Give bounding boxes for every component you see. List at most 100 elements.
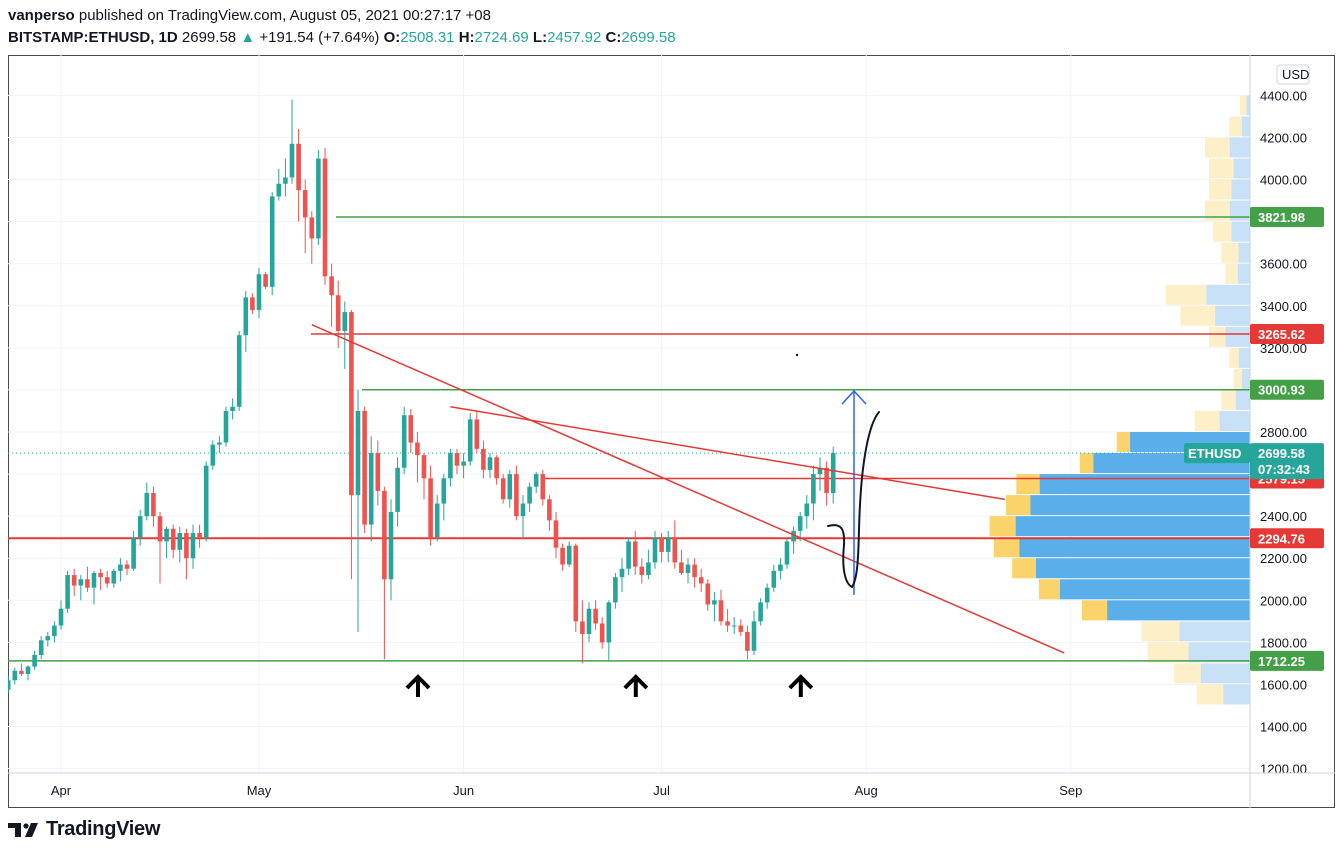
candle — [71, 568, 77, 597]
candle — [764, 583, 770, 609]
candle — [91, 570, 97, 605]
trendline — [450, 406, 1005, 501]
candle-body — [170, 528, 176, 550]
candle-body — [448, 453, 453, 479]
volume-bar-up — [993, 537, 1020, 558]
candle-body — [91, 572, 97, 588]
candle — [230, 398, 235, 420]
candle — [481, 440, 486, 479]
y-tick-label: 1200.00 — [1260, 762, 1307, 777]
candle-body — [388, 511, 394, 580]
volume-bar-down — [1241, 116, 1250, 137]
candle — [104, 570, 110, 588]
candle — [401, 406, 407, 475]
price-chart[interactable]: 4400.004200.004000.003800.003600.003400.… — [8, 55, 1335, 808]
candle-body — [12, 670, 18, 681]
volume-bar-up — [1038, 579, 1060, 600]
candle-body — [236, 335, 242, 407]
candle — [758, 598, 763, 626]
candle-body — [580, 621, 585, 634]
candle-body — [177, 532, 183, 550]
candle-body — [771, 570, 777, 588]
candle — [151, 486, 156, 527]
last-price-text: 2699.58 — [1258, 446, 1305, 461]
candle-body — [401, 415, 407, 468]
y-tick-label: 4000.00 — [1260, 173, 1307, 188]
candle — [223, 406, 229, 447]
volume-bar-down — [1019, 537, 1250, 558]
volume-bar-down — [1179, 621, 1250, 642]
candle — [718, 589, 724, 626]
last-price-tag — [1250, 443, 1324, 480]
candle-body — [599, 623, 605, 643]
candle — [494, 455, 499, 485]
candle — [817, 457, 823, 491]
candle-body — [38, 640, 44, 656]
volume-bar-up — [1006, 495, 1031, 516]
level-price-text: 3000.93 — [1258, 383, 1305, 398]
candle-body — [283, 177, 288, 184]
candle — [276, 169, 282, 201]
candle — [685, 558, 691, 584]
candle — [791, 526, 796, 555]
candle — [672, 520, 678, 569]
time-axis[interactable]: Apr May Jun Jul Aug Sep — [8, 772, 1335, 798]
candle — [170, 524, 176, 559]
candle — [236, 331, 242, 411]
candle — [599, 617, 605, 649]
candle-body — [32, 655, 37, 667]
candle-body — [151, 493, 156, 517]
candle — [593, 600, 598, 630]
hand-drawn-curve — [827, 411, 880, 589]
brand-name: TradingView — [46, 818, 161, 840]
level-price-text: 1712.25 — [1258, 654, 1305, 669]
tradingview-logo[interactable]: TradingView — [8, 818, 160, 841]
volume-bar-down — [1246, 95, 1250, 116]
candle — [316, 150, 321, 245]
candle — [296, 129, 301, 222]
candle-body — [85, 579, 90, 588]
y-tick-label: 2200.00 — [1260, 551, 1307, 566]
candle-body — [481, 448, 486, 470]
author-name[interactable]: vanperso — [8, 7, 75, 24]
volume-bar-down — [1107, 600, 1250, 621]
x-tick-label: Sep — [1059, 783, 1082, 798]
candle — [745, 625, 750, 660]
candle-body — [349, 312, 354, 496]
candle-body — [685, 564, 691, 573]
candle-body — [78, 579, 84, 586]
candle — [256, 267, 262, 319]
y-tick-label: 4200.00 — [1260, 130, 1307, 145]
candle — [751, 610, 757, 656]
candle-body — [263, 274, 268, 287]
candle-body — [712, 600, 717, 605]
candle-body — [467, 419, 473, 462]
candle — [368, 436, 374, 542]
candle — [520, 495, 526, 538]
candle-body — [395, 467, 400, 512]
candle — [639, 558, 645, 584]
candle-body — [500, 478, 506, 500]
candle-body — [157, 516, 163, 542]
candle-body — [632, 541, 638, 567]
candle — [698, 568, 704, 592]
candle-body — [507, 474, 513, 500]
candle-body — [593, 608, 598, 624]
candle-body — [415, 442, 420, 456]
candle-body — [203, 465, 209, 538]
candle-body — [210, 444, 216, 466]
candle-body — [58, 608, 64, 626]
volume-bar-up — [1081, 600, 1108, 621]
candle-body — [362, 410, 367, 525]
volume-bar-up — [1221, 389, 1236, 410]
open-label: O: — [383, 29, 401, 46]
volume-bar-up — [1204, 137, 1230, 158]
candle-body — [725, 621, 730, 626]
candle-body — [309, 217, 315, 239]
candle — [243, 291, 249, 353]
price-axis[interactable]: 4400.004200.004000.003800.003600.003400.… — [1249, 55, 1310, 808]
candle — [586, 602, 592, 643]
symbol-legend: BITSTAMP:ETHUSD, 1D 2699.58 ▲ +191.54 (+… — [8, 29, 676, 46]
level-price-tag — [1250, 379, 1324, 400]
volume-bar-up — [989, 516, 1016, 537]
